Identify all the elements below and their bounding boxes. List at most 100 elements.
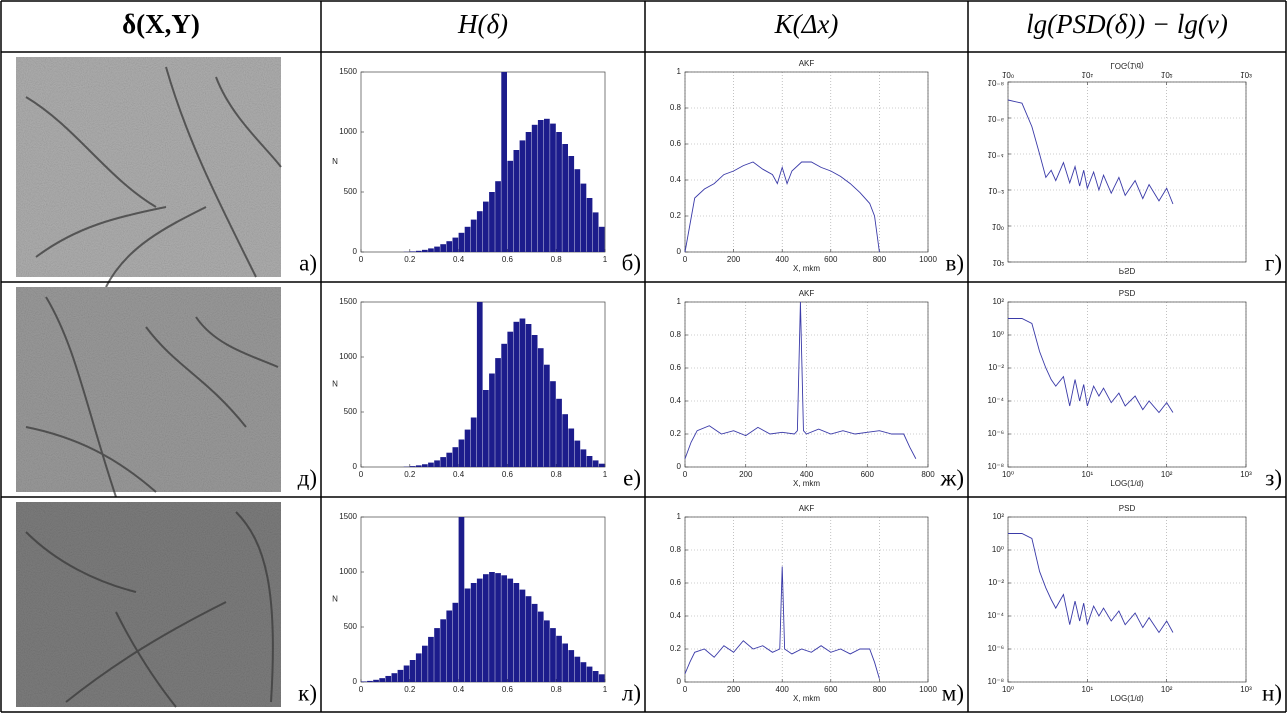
panel-label: м) [942,680,964,705]
histogram-bar [458,517,465,682]
panel-label: к) [298,680,317,705]
histogram-bar [464,429,471,467]
chart-title: PSD [1119,504,1136,513]
y-tick-label: 10⁻⁶ [988,114,1004,123]
x-tick-label: 0 [359,685,364,694]
chart: 0 200 400 600 800 1000 0 0.2 0.4 0.6 0.8 1 AKF X, mkm [670,504,938,703]
histogram-bar [403,665,410,682]
x-axis-label: X, mkm [793,264,820,273]
histogram-bar [525,596,532,682]
y-tick-label: 1 [677,67,682,76]
image-background [16,287,281,492]
panel-label: в) [945,250,964,275]
histogram-bar [574,169,581,252]
x-tick-label: 1000 [919,685,937,694]
plot-frame [684,71,929,253]
histogram-bar [562,144,568,252]
x-tick-label: 0 [683,470,688,479]
histogram-bar [507,331,514,467]
x-tick-label: 0.6 [502,470,514,479]
x-tick-label: 200 [727,255,741,264]
chart-title: AKF [799,289,815,298]
y-tick-label: 1500 [339,297,357,306]
histogram-bar [452,237,459,252]
histogram-bar [556,635,562,682]
y-tick-label: 0 [677,462,682,471]
crack [25,296,279,498]
data-line [684,566,880,679]
histogram-bar [574,440,581,467]
y-axis-label: N [332,595,338,604]
micrograph [16,287,281,498]
x-tick-label: 10³ [1240,70,1252,79]
y-tick-label: 10⁰ [992,545,1004,554]
y-tick-label: 1000 [339,352,357,361]
histogram-bar [476,578,483,682]
x-tick-label: 0 [359,470,364,479]
histogram-bar [531,603,538,682]
histogram-bar [446,452,453,467]
histogram-bar [562,643,568,682]
x-tick-label: 800 [921,470,935,479]
histogram-bar [562,414,568,467]
histogram-bar [513,321,520,467]
histogram-bar [519,140,526,252]
histogram-bar [428,462,434,467]
y-tick-label: 10⁻⁶ [988,644,1004,653]
x-tick-label: 200 [727,685,741,694]
x-tick-label: 0.4 [453,470,465,479]
histogram-bar [580,449,587,467]
histogram-bar [409,660,416,682]
histogram-bar [397,669,404,682]
histogram-bar [568,428,575,467]
histogram-bar [476,302,483,467]
x-axis-label: X, mkm [793,479,820,488]
histogram-bar [586,666,593,682]
x-axis-label: LOG(1/d) [1110,479,1144,488]
histogram-bar [592,460,599,467]
y-tick-label: 0.4 [670,611,682,620]
histogram-bar [507,160,514,252]
y-axis-label: N [332,157,338,166]
histogram-bar [428,636,434,682]
y-tick-label: 10² [992,512,1004,521]
panel-label: н) [1262,680,1282,705]
histogram-bar [422,249,428,252]
histogram-bar [446,610,453,682]
histogram-bar [446,241,453,252]
x-tick-label: 0 [683,685,688,694]
chart: 0 0.2 0.4 0.6 0.8 1 0 500 1000 1500 N [332,67,608,264]
histogram-bar [415,465,422,467]
x-tick-label: 600 [861,470,875,479]
histogram-bar [598,226,605,252]
x-tick-label: 10³ [1240,685,1252,694]
column-header: H(δ) [457,9,508,39]
histogram-bar [367,680,373,682]
x-tick-label: 400 [800,470,814,479]
x-tick-label: 0.8 [551,470,563,479]
histogram-bar [415,250,422,252]
x-tick-label: 10² [1161,70,1173,79]
chart-title: PSD [1119,266,1136,275]
column-header: K(Δx) [774,9,839,39]
chart: 10⁰ 10¹ 10² 10³ 10⁻⁸ 10⁻⁶ 10⁻⁴ 10⁻² 10⁰ 10² PSD LOG… [987,504,1252,703]
histogram-bar [458,439,465,467]
x-tick-label: 10¹ [1082,70,1094,79]
x-tick-label: 0.6 [502,255,514,264]
chart: 0 200 400 600 800 0 0.2 0.4 0.6 0.8 1 AKF X, mkm [670,289,935,488]
histogram-bar [550,628,556,682]
y-tick-label: 0.8 [670,545,682,554]
histogram-bar [464,588,471,682]
histogram-bar [440,244,446,252]
histogram-bar [519,318,526,467]
histogram-bar [483,201,489,252]
x-tick-label: 800 [873,685,887,694]
histogram-bar [501,575,507,682]
x-tick-label: 1 [603,685,608,694]
chart-title: PSD [1119,289,1136,298]
y-axis-label: N [332,380,338,389]
x-tick-label: 1000 [919,255,937,264]
x-tick-label: 10² [1161,685,1173,694]
histogram-bar [550,123,556,252]
data-line [684,301,917,459]
